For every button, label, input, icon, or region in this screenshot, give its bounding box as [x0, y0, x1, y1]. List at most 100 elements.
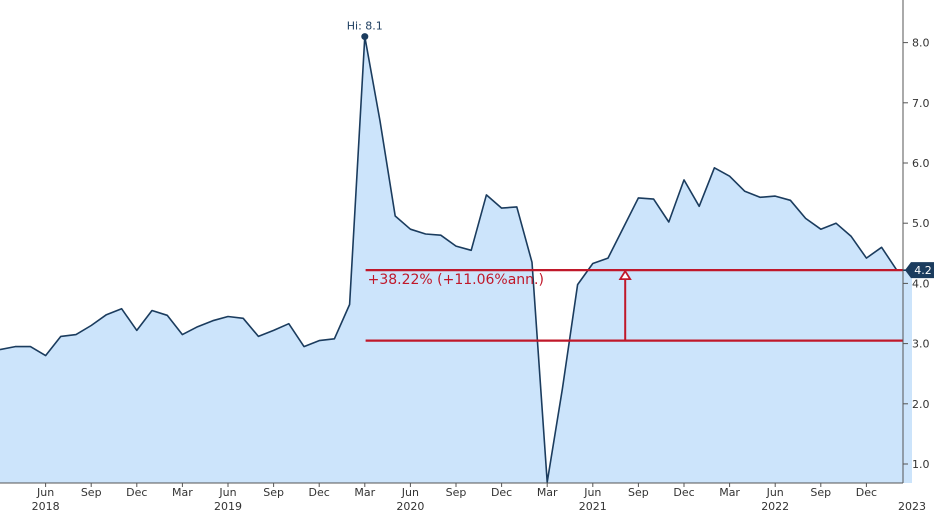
data-point — [500, 207, 502, 209]
x-tick-label: Jun — [218, 486, 236, 499]
y-tick-label: 4.0 — [912, 277, 930, 290]
x-tick-label: Jun — [766, 486, 784, 499]
x-tick-label: Mar — [719, 486, 740, 499]
data-point — [728, 175, 730, 177]
plot-layer — [0, 33, 912, 483]
data-point — [850, 235, 852, 237]
x-tick-label: Jun — [583, 486, 601, 499]
y-tick-label: 7.0 — [912, 97, 930, 110]
y-tick-label: 2.0 — [912, 398, 930, 411]
data-point — [531, 261, 533, 263]
data-point — [622, 227, 624, 229]
data-point — [774, 195, 776, 197]
data-point — [637, 197, 639, 199]
last-value-badge-shape — [905, 262, 934, 279]
data-point — [409, 228, 411, 230]
data-point — [698, 205, 700, 207]
data-point — [90, 324, 92, 326]
data-point — [759, 196, 761, 198]
data-point — [668, 221, 670, 223]
x-tick-label: Sep — [263, 486, 284, 499]
x-tick-label: Jun — [36, 486, 54, 499]
data-point — [288, 323, 290, 325]
y-tick-label: 5.0 — [912, 217, 930, 230]
data-point — [151, 309, 153, 311]
data-point — [242, 317, 244, 319]
data-point — [516, 206, 518, 208]
x-tick-label: Dec — [856, 486, 877, 499]
data-point — [212, 320, 214, 322]
data-point — [75, 333, 77, 335]
data-point — [713, 167, 715, 169]
annotation-layer — [365, 269, 903, 342]
data-point — [120, 308, 122, 310]
data-point — [440, 234, 442, 236]
data-point — [576, 283, 578, 285]
x-tick-label: Dec — [126, 486, 147, 499]
data-point — [455, 245, 457, 247]
data-point — [820, 228, 822, 230]
high-value-label: Hi: 8.1 — [347, 20, 383, 33]
data-point — [333, 338, 335, 340]
last-value-badge: 4.2 — [905, 262, 934, 279]
data-point — [744, 190, 746, 192]
x-year-label: 2018 — [32, 500, 60, 513]
x-tick-label: Sep — [628, 486, 649, 499]
x-tick-label: Dec — [309, 486, 330, 499]
x-tick-label: Mar — [354, 486, 375, 499]
last-value-badge-text: 4.2 — [914, 264, 932, 277]
data-point — [348, 303, 350, 305]
data-point — [592, 262, 594, 264]
data-point — [181, 333, 183, 335]
data-point — [880, 246, 882, 248]
data-point — [303, 345, 305, 347]
data-point — [485, 194, 487, 196]
data-point — [561, 388, 563, 390]
series-area — [0, 36, 912, 483]
x-tick-label: Sep — [81, 486, 102, 499]
x-tick-label: Dec — [673, 486, 694, 499]
data-point — [29, 345, 31, 347]
data-point — [379, 120, 381, 122]
x-tick-label: Sep — [810, 486, 831, 499]
change-arrow-head — [618, 269, 632, 281]
x-year-label: 2023 — [898, 500, 926, 513]
data-point — [683, 179, 685, 181]
data-point — [470, 249, 472, 251]
data-point — [652, 198, 654, 200]
data-point — [227, 315, 229, 317]
data-point — [44, 354, 46, 356]
x-tick-label: Mar — [172, 486, 193, 499]
data-point — [105, 314, 107, 316]
y-tick-label: 3.0 — [912, 338, 930, 351]
data-point — [804, 217, 806, 219]
data-point — [257, 335, 259, 337]
high-marker — [361, 33, 369, 41]
data-point — [424, 233, 426, 235]
data-point — [196, 326, 198, 328]
x-year-label: 2022 — [761, 500, 789, 513]
x-tick-label: Jun — [401, 486, 419, 499]
x-year-label: 2021 — [579, 500, 607, 513]
y-tick-label: 1.0 — [912, 458, 930, 471]
data-point — [318, 339, 320, 341]
x-tick-label: Dec — [491, 486, 512, 499]
y-tick-label: 8.0 — [912, 37, 930, 50]
data-point — [789, 199, 791, 201]
data-point — [394, 215, 396, 217]
data-point — [835, 222, 837, 224]
x-year-label: 2020 — [396, 500, 424, 513]
data-point — [272, 329, 274, 331]
x-tick-label: Mar — [537, 486, 558, 499]
y-tick-label: 6.0 — [912, 157, 930, 170]
data-point — [607, 257, 609, 259]
data-point — [60, 335, 62, 337]
x-tick-label: Sep — [446, 486, 467, 499]
series-line — [0, 35, 912, 483]
data-point — [166, 314, 168, 316]
x-year-label: 2019 — [214, 500, 242, 513]
data-point — [865, 257, 867, 259]
